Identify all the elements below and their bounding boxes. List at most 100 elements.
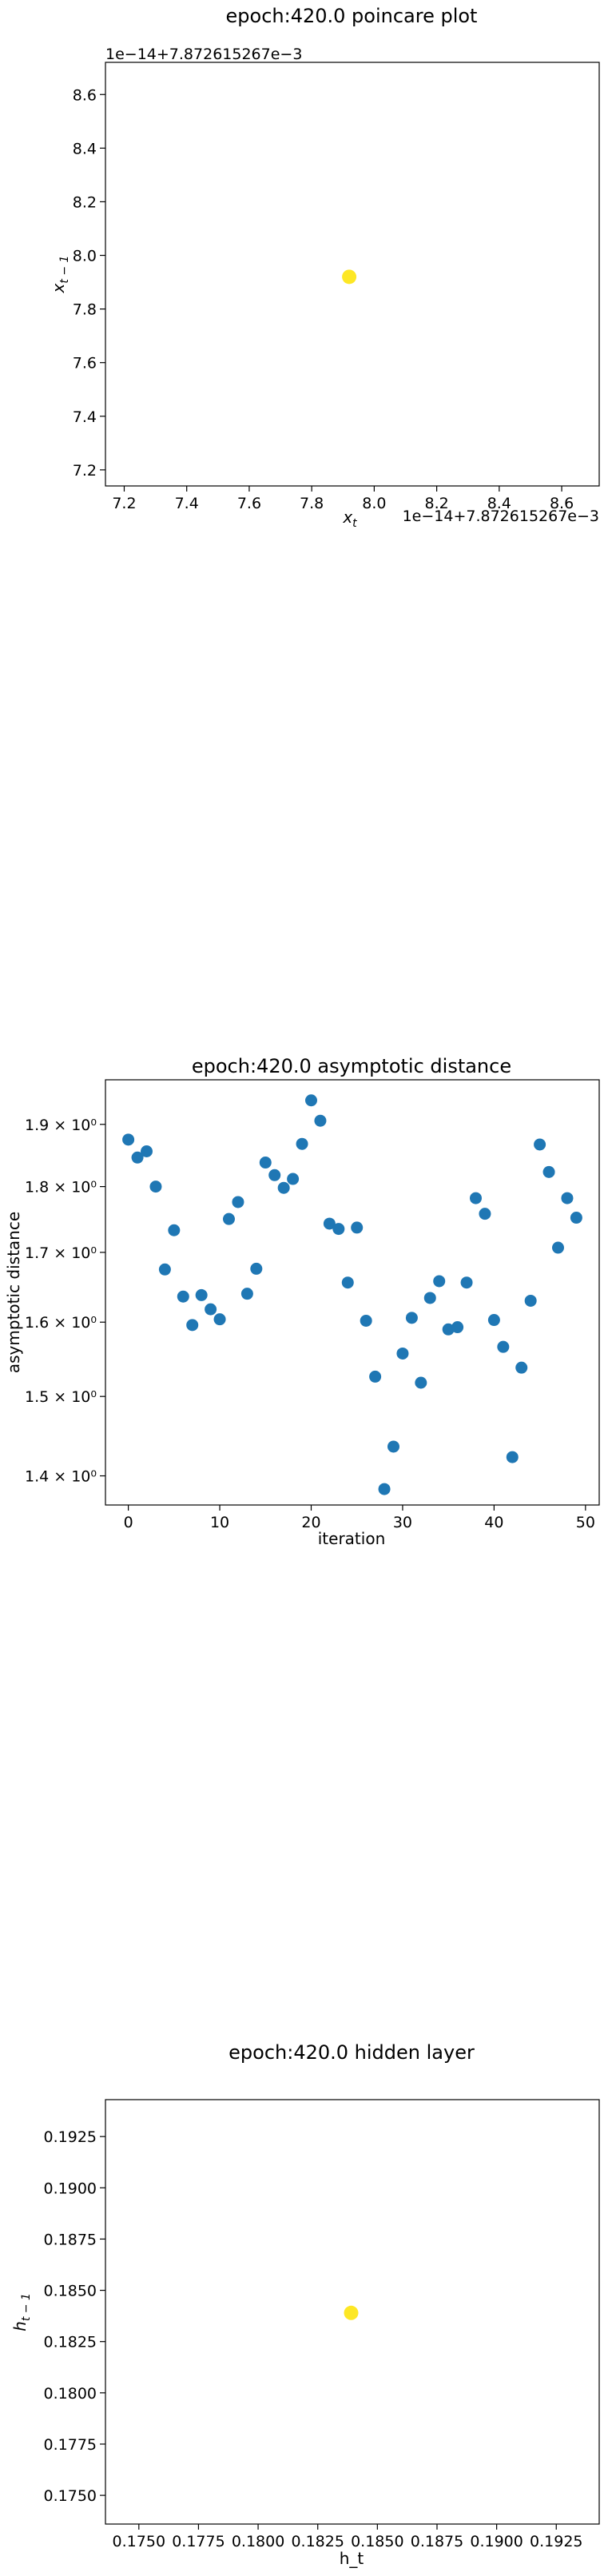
poincare-x-tick-label: 7.6 xyxy=(237,495,261,512)
asymptotic-data-point xyxy=(442,1323,455,1336)
poincare-data-point xyxy=(342,269,357,285)
asymptotic-data-point xyxy=(561,1192,574,1204)
asymptotic-data-point xyxy=(497,1340,510,1353)
asymptotic-y-tick-label: 1.6 × 10⁰ xyxy=(25,1314,97,1332)
hidden-y-tick-label: 0.1875 xyxy=(44,2231,97,2248)
hidden-y-tick-label: 0.1925 xyxy=(44,2128,97,2146)
poincare-x-tick-label: 7.4 xyxy=(175,495,199,512)
asymptotic-axes xyxy=(105,1079,600,1506)
asymptotic-data-point xyxy=(405,1312,418,1324)
poincare-x-tick-label: 7.2 xyxy=(112,495,136,512)
asymptotic-data-point xyxy=(542,1165,555,1178)
poincare-x-tick-label: 8.6 xyxy=(550,495,574,512)
poincare-title: epoch:420.0 poincare plot xyxy=(226,5,478,27)
asymptotic-data-point xyxy=(570,1212,582,1224)
hidden-axes xyxy=(105,2099,600,2525)
asymptotic-data-point xyxy=(360,1314,372,1327)
asymptotic-data-point xyxy=(305,1094,317,1107)
asymptotic-data-point xyxy=(223,1212,235,1225)
asymptotic-x-tick-label: 30 xyxy=(393,1514,412,1531)
hidden-x-tick-label: 0.1750 xyxy=(113,2533,165,2550)
hidden-y-tick-label: 0.1825 xyxy=(44,2334,97,2351)
hidden-y-tick-label: 0.1750 xyxy=(44,2487,97,2505)
hidden-x-tick-label: 0.1800 xyxy=(232,2533,284,2550)
asymptotic-data-point xyxy=(314,1114,327,1127)
asymptotic-data-point xyxy=(415,1376,427,1389)
asymptotic-data-point xyxy=(423,1292,436,1304)
poincare-x-label: xt xyxy=(342,508,357,530)
asymptotic-data-point xyxy=(534,1138,546,1151)
poincare-x-tick-label: 8.0 xyxy=(362,495,386,512)
asymptotic-chart: epoch:420.0 asymptotic distance 0 10 20 30 4… xyxy=(4,1055,600,1548)
asymptotic-data-point xyxy=(515,1361,528,1374)
poincare-y-tick-label: 7.8 xyxy=(73,301,97,319)
asymptotic-data-point xyxy=(451,1321,464,1334)
asymptotic-data-point xyxy=(524,1294,537,1307)
asymptotic-y-tick-label: 1.7 × 10⁰ xyxy=(25,1244,97,1262)
poincare-y-tick-label: 7.2 xyxy=(73,462,97,480)
hidden-x-tick-label: 0.1850 xyxy=(351,2533,403,2550)
asymptotic-title: epoch:420.0 asymptotic distance xyxy=(192,1055,511,1077)
asymptotic-data-point xyxy=(158,1263,171,1276)
asymptotic-data-point xyxy=(213,1313,226,1326)
asymptotic-data-point xyxy=(177,1290,189,1303)
asymptotic-x-label: iteration xyxy=(318,1529,386,1548)
poincare-y-tick-label: 8.2 xyxy=(73,193,97,211)
hidden-x-tick-label: 0.1775 xyxy=(172,2533,225,2550)
poincare-y-tick-label: 8.6 xyxy=(73,86,97,104)
asymptotic-data-point xyxy=(277,1181,290,1194)
hidden-y-tick-label: 0.1775 xyxy=(44,2436,97,2454)
hidden-x-tick-label: 0.1825 xyxy=(291,2533,344,2550)
asymptotic-data-point xyxy=(186,1319,199,1332)
asymptotic-data-point xyxy=(341,1276,354,1289)
asymptotic-data-point xyxy=(479,1208,491,1220)
hidden-y-tick-label: 0.1900 xyxy=(44,2180,97,2197)
poincare-x-tick-label: 8.4 xyxy=(487,495,511,512)
asymptotic-data-point xyxy=(232,1196,244,1208)
poincare-chart: epoch:420.0 poincare plot 1e−14+7.872615… xyxy=(49,5,600,530)
asymptotic-data-point xyxy=(460,1276,473,1289)
poincare-x-tick-label: 7.8 xyxy=(300,495,324,512)
hidden-x-tick-label: 0.1900 xyxy=(470,2533,523,2550)
poincare-y-offset: 1e−14+7.872615267e−3 xyxy=(105,46,302,63)
asymptotic-y-label: asymptotic distance xyxy=(4,1212,23,1373)
asymptotic-x-tick-label: 20 xyxy=(301,1514,320,1531)
asymptotic-y-tick-label: 1.5 × 10⁰ xyxy=(25,1388,97,1406)
asymptotic-data-point xyxy=(250,1262,263,1275)
asymptotic-data-point xyxy=(168,1224,181,1236)
asymptotic-data-point xyxy=(259,1157,272,1169)
poincare-x-tick-label: 8.2 xyxy=(424,495,448,512)
asymptotic-data-point xyxy=(433,1275,446,1288)
asymptotic-data-point xyxy=(205,1303,217,1316)
poincare-x-offset: 1e−14+7.872615267e−3 xyxy=(403,508,599,525)
asymptotic-data-point xyxy=(487,1314,500,1327)
hidden-title: epoch:420.0 hidden layer xyxy=(228,2041,475,2064)
poincare-y-tick-label: 8.0 xyxy=(73,248,97,265)
asymptotic-x-tick-label: 10 xyxy=(210,1514,229,1531)
hidden-x-tick-label: 0.1875 xyxy=(411,2533,463,2550)
asymptotic-data-point xyxy=(296,1137,308,1150)
asymptotic-data-point xyxy=(387,1440,399,1453)
asymptotic-data-point xyxy=(240,1288,253,1300)
asymptotic-data-point xyxy=(149,1181,162,1193)
hidden-y-tick-label: 0.1800 xyxy=(44,2385,97,2403)
hidden-y-tick-label: 0.1850 xyxy=(44,2283,97,2300)
hidden-x-label: h_t xyxy=(340,2549,364,2568)
asymptotic-data-point xyxy=(470,1192,482,1204)
hidden-x-tick-label: 0.1925 xyxy=(530,2533,582,2550)
asymptotic-x-tick-label: 40 xyxy=(484,1514,503,1531)
asymptotic-data-point xyxy=(122,1133,135,1146)
asymptotic-x-tick-label: 50 xyxy=(576,1514,595,1531)
hidden-layer-chart: epoch:420.0 hidden layer 0.1750 0.1775 0.1… xyxy=(10,2041,600,2568)
asymptotic-data-point xyxy=(141,1145,153,1157)
poincare-y-tick-label: 8.4 xyxy=(73,140,97,157)
asymptotic-y-tick-label: 1.8 × 10⁰ xyxy=(25,1179,97,1196)
asymptotic-y-tick-label: 1.9 × 10⁰ xyxy=(25,1117,97,1134)
hidden-data-point xyxy=(344,2305,359,2320)
asymptotic-data-point xyxy=(351,1221,364,1234)
asymptotic-data-point xyxy=(332,1223,345,1236)
hidden-y-label: ht − 1 xyxy=(10,2293,33,2331)
asymptotic-data-point xyxy=(287,1173,300,1185)
asymptotic-data-point xyxy=(552,1241,564,1254)
